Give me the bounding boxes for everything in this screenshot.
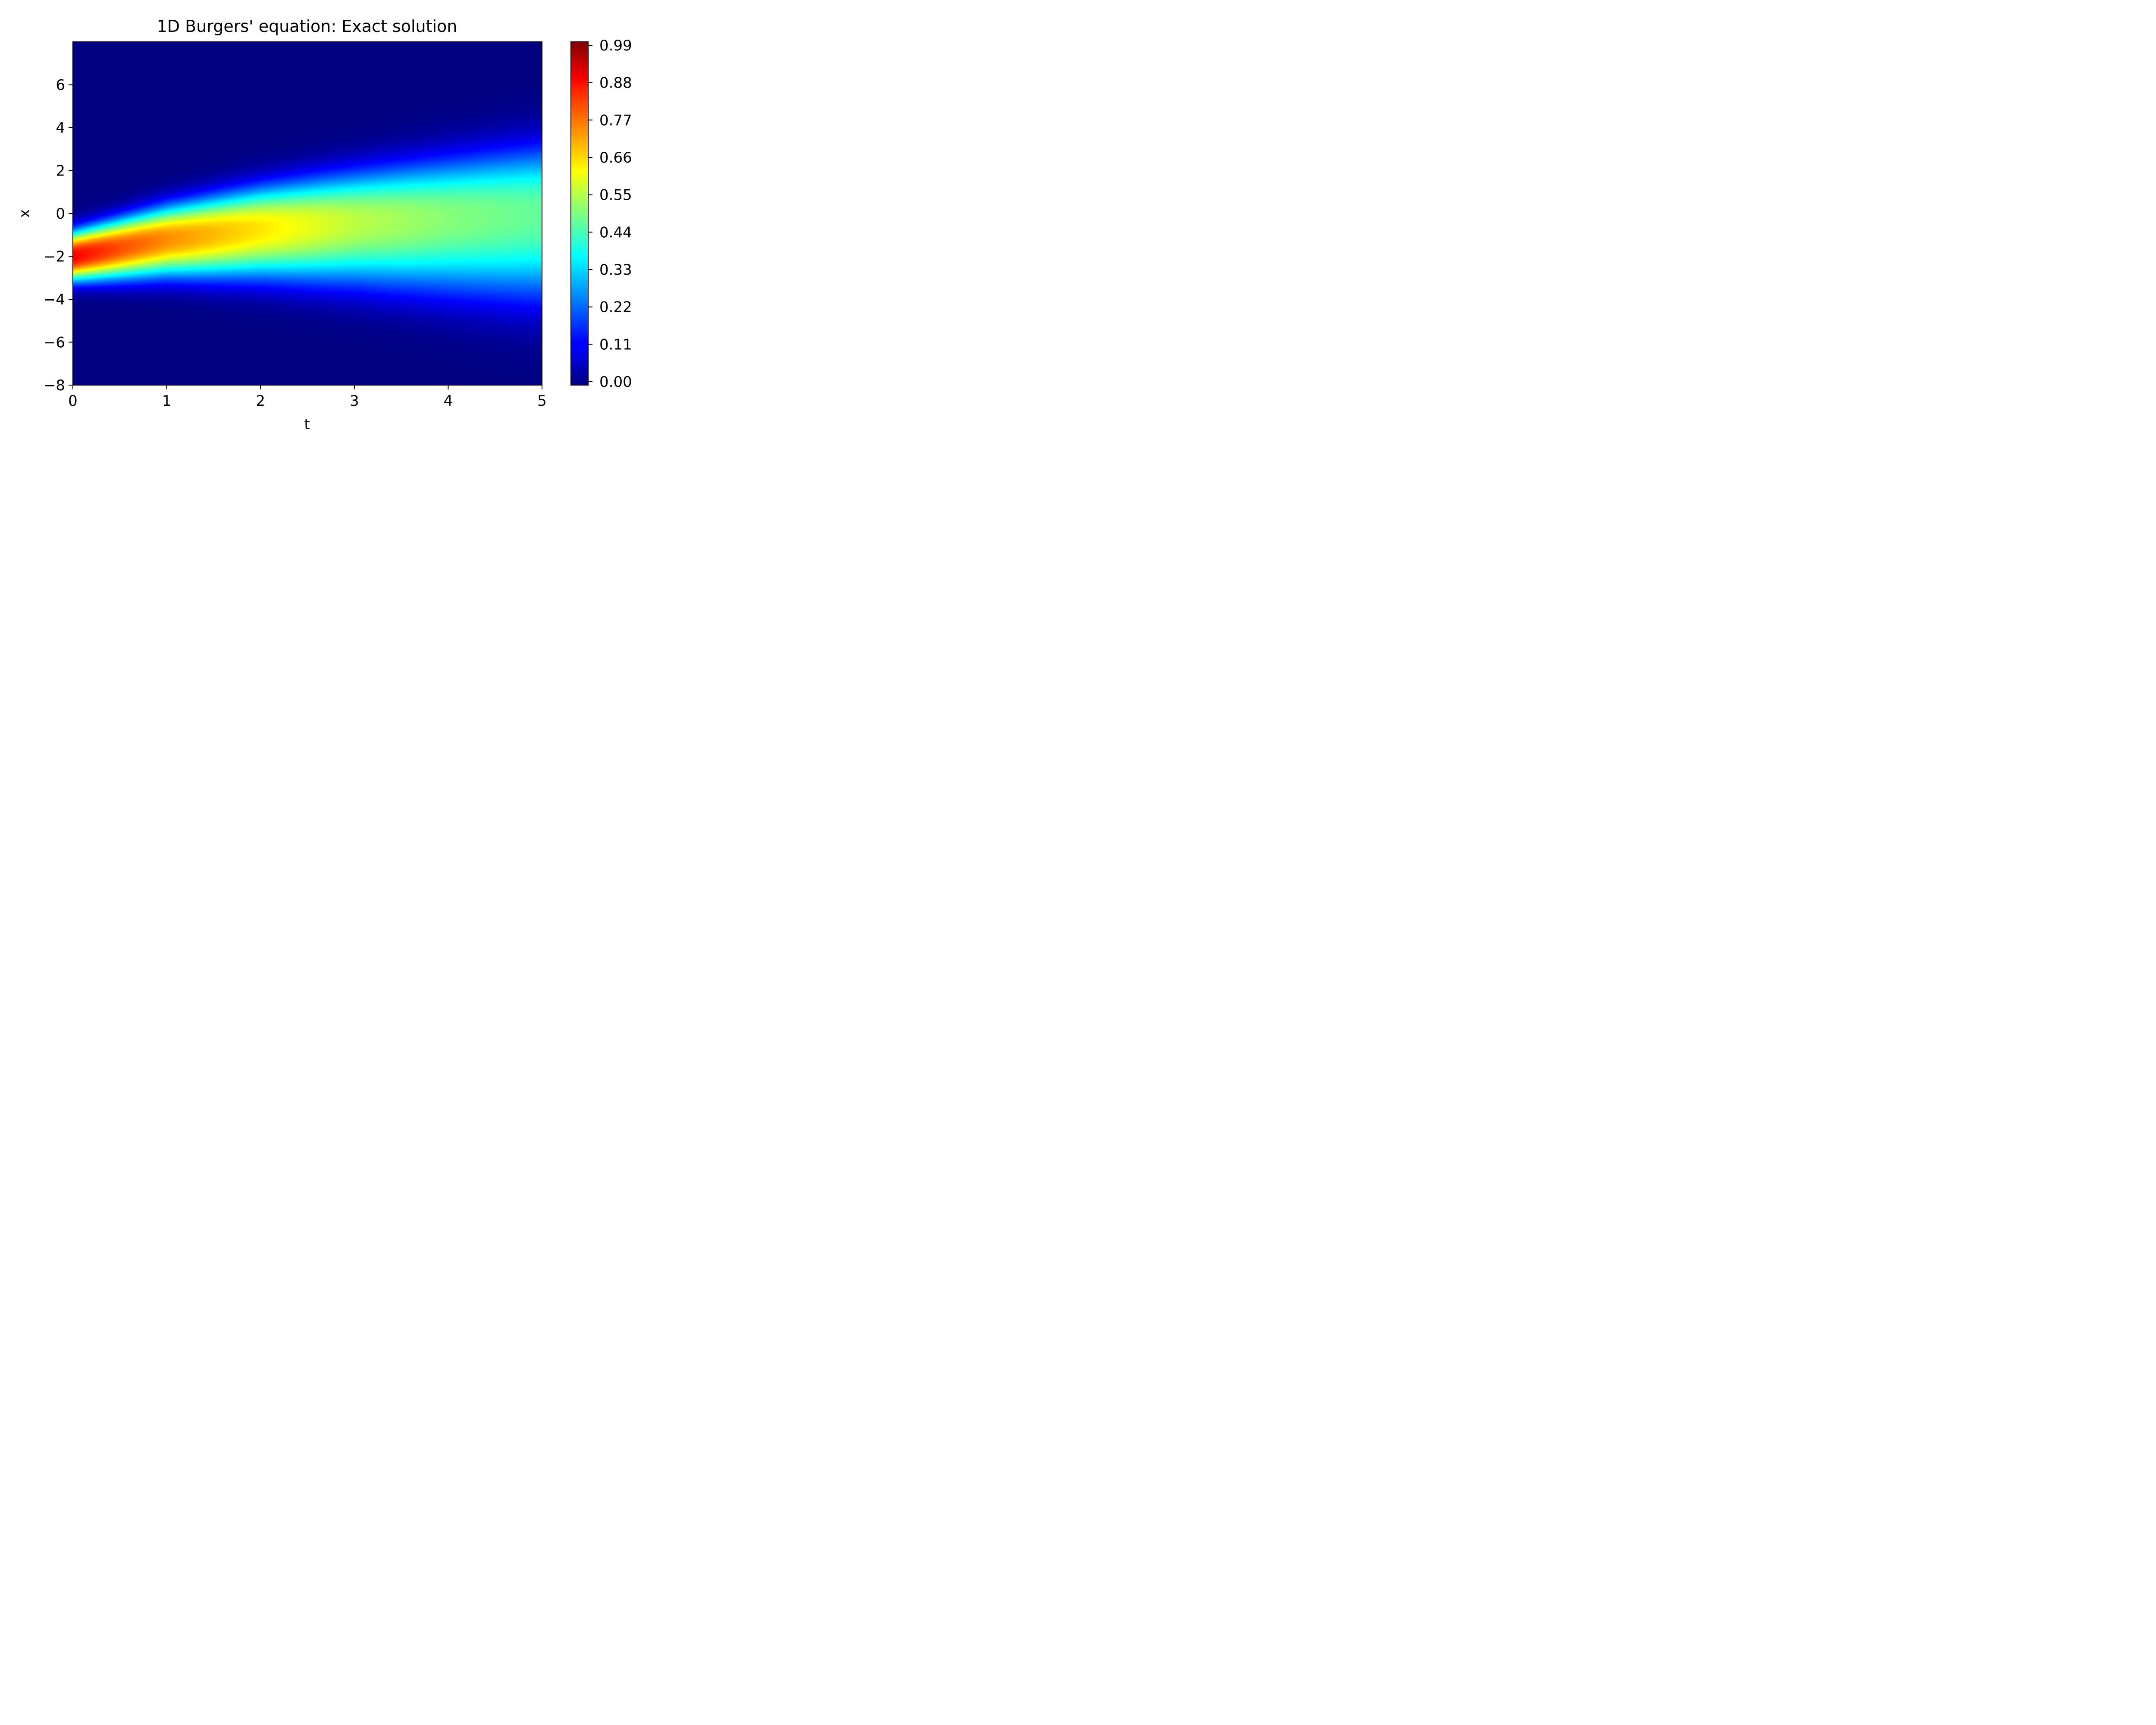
x-tick-label: 1 (162, 392, 172, 410)
colorbar-ticks: 0.00 0.11 0.22 0.33 0.44 0.55 0.66 0.77 0.88 0.99 (588, 37, 632, 391)
colorbar-gradient (570, 41, 589, 386)
colorbar-tick-label: 0.44 (599, 224, 632, 241)
y-axis: −8 −6 −4 −2 0 2 4 6 (44, 77, 73, 394)
x-tick-label: 3 (350, 392, 359, 410)
colorbar: 0.00 0.11 0.22 0.33 0.44 0.55 0.66 0.77 0.88 0.99 (570, 37, 632, 391)
x-tick-label: 2 (256, 392, 265, 410)
y-tick-label: 4 (56, 119, 65, 137)
colorbar-tick-label: 0.55 (599, 187, 632, 204)
heatmap-canvas (73, 42, 542, 385)
colorbar-tick-label: 0.77 (599, 112, 632, 129)
y-axis-label: x (16, 209, 33, 218)
colorbar-tick-label: 0.22 (599, 299, 632, 316)
colorbar-tick-label: 0.11 (599, 336, 632, 353)
y-tick-label: 6 (56, 77, 65, 94)
x-axis-label: t (304, 416, 310, 433)
x-tick-label: 0 (68, 392, 78, 410)
y-tick-label: 2 (56, 163, 65, 180)
plot-area (72, 41, 542, 386)
y-tick-label: 0 (56, 205, 65, 223)
y-tick-label: −6 (44, 334, 65, 351)
colorbar-tick-label: 0.88 (599, 75, 632, 92)
x-tick-label: 5 (537, 392, 547, 410)
x-tick-label: 4 (444, 392, 453, 410)
colorbar-tick-label: 0.00 (599, 373, 632, 391)
colorbar-tick-label: 0.66 (599, 149, 632, 166)
x-axis: 0 1 2 3 4 5 (68, 385, 547, 410)
chart-figure: 1D Burgers' equation: Exact solution 0 1 2… (16, 17, 632, 433)
colorbar-tick-label: 0.99 (599, 37, 632, 54)
y-tick-label: −2 (44, 248, 65, 266)
chart-title: 1D Burgers' equation: Exact solution (157, 17, 458, 36)
colorbar-tick-label: 0.33 (599, 261, 632, 279)
y-tick-label: −4 (44, 291, 65, 308)
y-tick-label: −8 (44, 377, 65, 394)
